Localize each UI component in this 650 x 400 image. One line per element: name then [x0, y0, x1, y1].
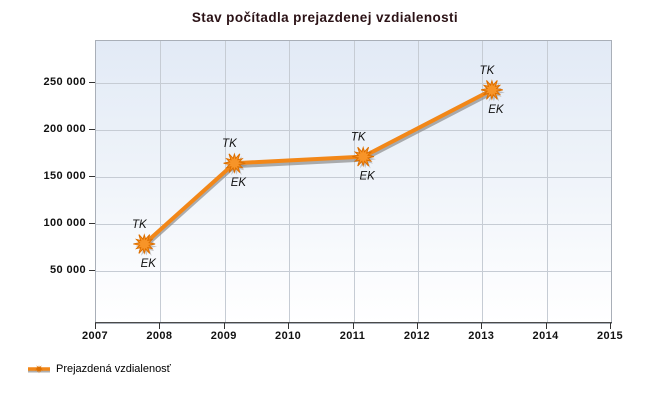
y-axis-label: 150 000 [43, 169, 86, 182]
x-axis-label: 2015 [596, 330, 624, 342]
y-tick-mark [89, 176, 95, 178]
point-label-ek: EK [360, 171, 377, 183]
x-tick-mark [610, 323, 611, 329]
series-line-shadow [142, 91, 493, 249]
x-tick-mark [95, 323, 96, 329]
y-tick-mark [89, 270, 95, 272]
v-gridline [160, 41, 162, 323]
distance-line-series: TK EK TK EK TK EK TK EK [132, 65, 505, 270]
x-axis-label: 2009 [210, 330, 237, 342]
legend: Prejazdená vzdialenosť [27, 363, 171, 375]
x-tick-mark [223, 323, 225, 329]
x-tick-mark [352, 323, 354, 329]
v-gridline [224, 41, 226, 323]
x-tick-mark [545, 323, 547, 329]
y-tick-mark [89, 82, 95, 84]
x-axis-label: 2008 [146, 330, 173, 342]
v-gridline [546, 41, 548, 323]
point-label-tk: TK [480, 65, 496, 77]
x-axis-label: 2013 [468, 330, 495, 342]
x-axis-label: 2007 [81, 330, 109, 342]
legend-label: Prejazdená vzdialenosť [56, 363, 171, 375]
x-tick-mark [481, 323, 483, 329]
point-marker-burst [133, 233, 156, 255]
x-axis-label: 2011 [339, 330, 366, 342]
v-gridline [353, 41, 355, 323]
point-label-ek: EK [141, 258, 158, 270]
series-line [142, 88, 493, 246]
x-axis-label: 2010 [275, 330, 302, 342]
x-tick-mark [288, 323, 290, 329]
v-gridline [417, 41, 419, 323]
x-tick-mark [416, 323, 418, 329]
y-axis-label: 100 000 [43, 216, 86, 229]
point-label-ek: EK [231, 177, 248, 189]
y-axis-label: 50 000 [49, 263, 86, 276]
y-tick-mark [89, 129, 95, 131]
plot-area: TK EK TK EK TK EK TK EK [95, 40, 612, 324]
legend-line-swatch [28, 365, 50, 374]
x-axis-label: 2012 [403, 330, 430, 342]
point-label-tk: TK [351, 132, 367, 144]
point-label-ek: EK [488, 104, 505, 116]
x-axis-line [95, 322, 612, 323]
y-axis-label: 200 000 [43, 122, 86, 135]
point-marker-burst [352, 145, 375, 168]
y-axis-label: 250 000 [43, 75, 86, 88]
x-tick-mark [159, 323, 161, 329]
point-label-tk: TK [222, 138, 238, 150]
chart-title: Stav počítadla prejazdenej vzdialenosti [191, 10, 459, 25]
v-gridline [482, 41, 484, 323]
point-label-tk: TK [132, 219, 148, 231]
v-gridline [289, 41, 291, 323]
x-axis-label: 2014 [532, 330, 559, 342]
point-marker-burst [480, 79, 503, 101]
y-tick-mark [89, 223, 95, 225]
legend-marker-burst [34, 365, 44, 374]
point-marker-burst [223, 152, 246, 174]
